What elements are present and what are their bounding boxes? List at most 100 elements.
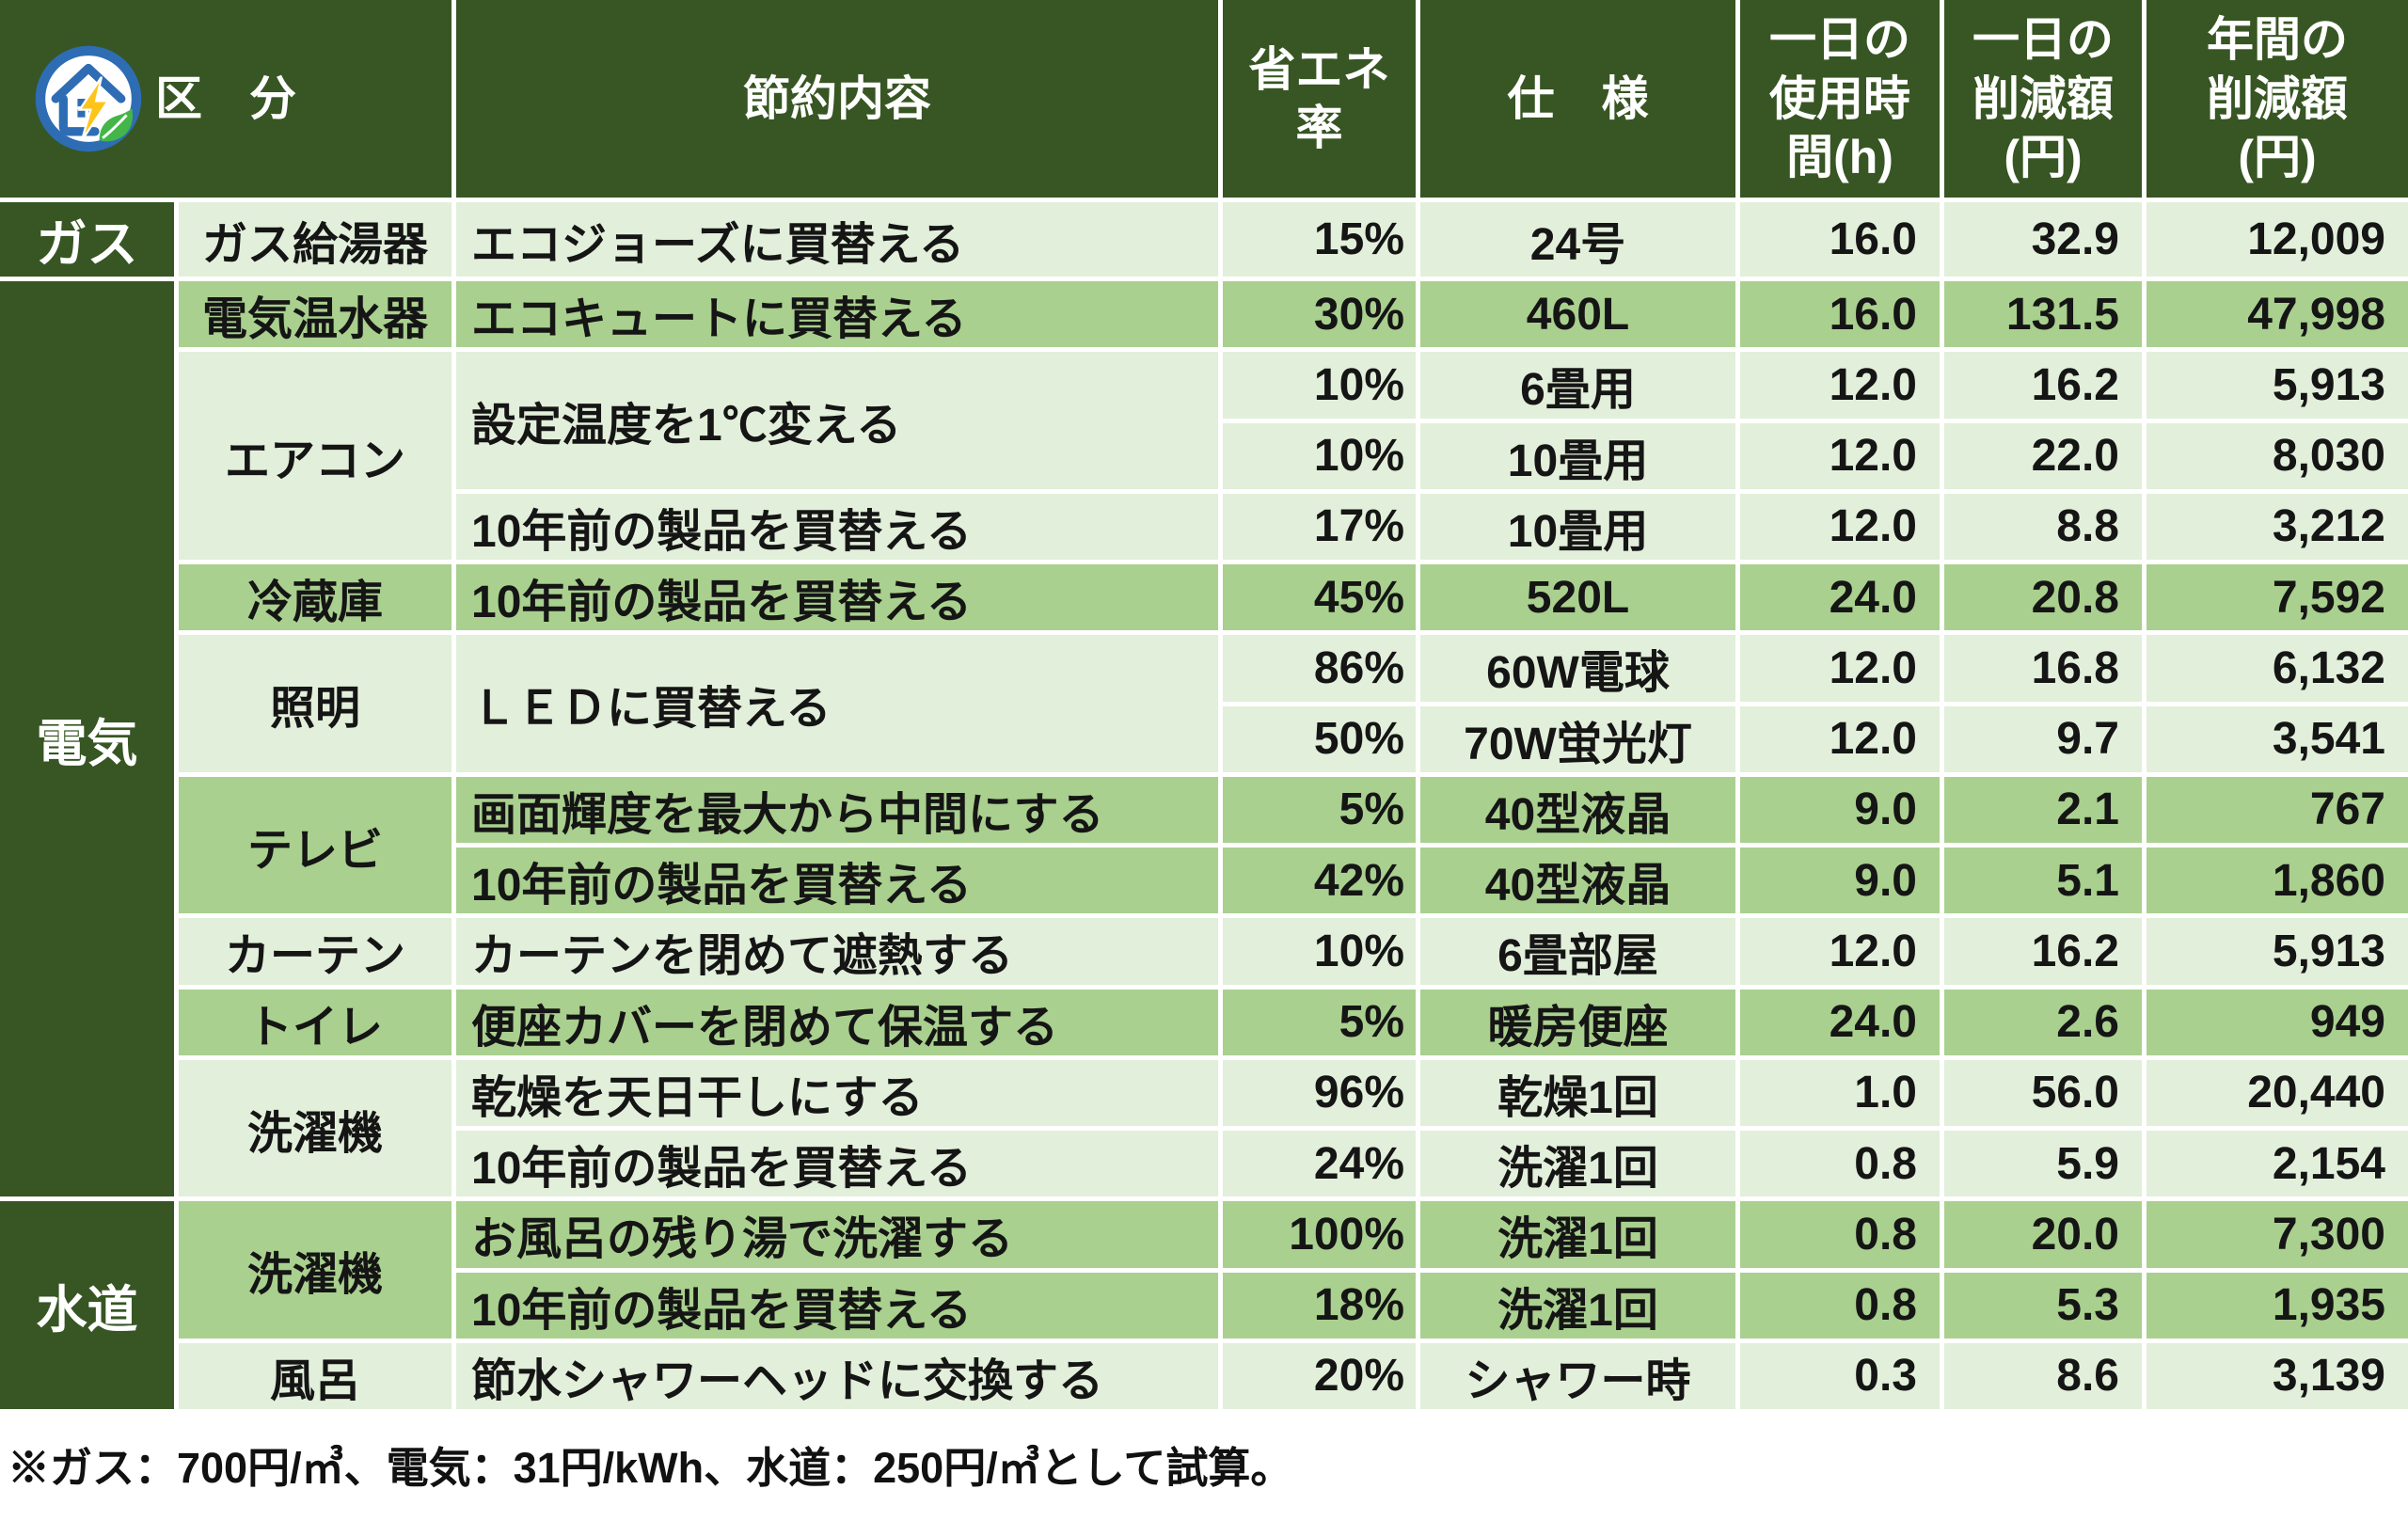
cell-daily: 16.2 xyxy=(1944,918,2142,985)
cell-rate: 15% xyxy=(1223,202,1416,277)
cell-daily: 5.1 xyxy=(1944,848,2142,914)
cell-annual: 5,913 xyxy=(2147,918,2408,985)
content-cell: エコキュートに買替える xyxy=(456,281,1218,348)
cell-daily: 131.5 xyxy=(1944,281,2142,348)
cell-spec: 洗濯1回 xyxy=(1420,1272,1735,1339)
category-gas: ガス xyxy=(0,202,174,277)
cell-hours: 12.0 xyxy=(1740,918,1940,985)
cell-hours: 0.8 xyxy=(1740,1272,1940,1339)
header-content: 節約内容 xyxy=(456,0,1218,198)
cell-annual: 7,592 xyxy=(2147,564,2408,631)
cell-annual: 3,212 xyxy=(2147,493,2408,560)
appliance-curtain: カーテン xyxy=(179,918,452,985)
appliance-electric-water-heater: 電気温水器 xyxy=(179,281,452,348)
cell-daily: 16.2 xyxy=(1944,352,2142,419)
pricing-footnote: ※ガス：700円/㎥、電気：31円/kWh、水道：250円/㎥として試算。 xyxy=(8,1444,1293,1492)
header-category-label: 区 分 xyxy=(155,71,296,125)
cell-spec: 40型液晶 xyxy=(1420,848,1735,914)
cell-hours: 24.0 xyxy=(1740,989,1940,1055)
content-cell: 10年前の製品を買替える xyxy=(456,493,1218,560)
content-cell: 節水シャワーヘッドに交換する xyxy=(456,1342,1218,1409)
header-annual: 年間の 削減額 (円) xyxy=(2147,0,2408,198)
cell-annual: 949 xyxy=(2147,989,2408,1055)
content-cell: 設定温度を1℃変える xyxy=(456,352,1218,489)
cell-daily: 8.8 xyxy=(1944,493,2142,560)
cell-rate: 100% xyxy=(1223,1201,1416,1268)
cell-daily: 8.6 xyxy=(1944,1342,2142,1409)
cell-daily: 20.0 xyxy=(1944,1201,2142,1268)
header-rate: 省エネ 率 xyxy=(1223,0,1416,198)
appliance-tv: テレビ xyxy=(179,776,452,914)
cell-spec: 460L xyxy=(1420,281,1735,348)
content-cell: 乾燥を天日干しにする xyxy=(456,1059,1218,1126)
cell-annual: 2,154 xyxy=(2147,1131,2408,1197)
cell-daily: 5.3 xyxy=(1944,1272,2142,1339)
content-cell: 画面輝度を最大から中間にする xyxy=(456,776,1218,843)
cell-annual: 3,139 xyxy=(2147,1342,2408,1409)
content-cell: 10年前の製品を買替える xyxy=(456,564,1218,631)
cell-rate: 10% xyxy=(1223,422,1416,489)
cell-rate: 96% xyxy=(1223,1059,1416,1126)
content-cell: ＬＥＤに買替える xyxy=(456,635,1218,772)
cell-annual: 12,009 xyxy=(2147,202,2408,277)
cell-annual: 1,860 xyxy=(2147,848,2408,914)
cell-hours: 12.0 xyxy=(1740,352,1940,419)
appliance-refrigerator: 冷蔵庫 xyxy=(179,564,452,631)
header-spec: 仕 様 xyxy=(1420,0,1735,198)
cell-annual: 7,300 xyxy=(2147,1201,2408,1268)
cell-daily: 5.9 xyxy=(1944,1131,2142,1197)
cell-hours: 12.0 xyxy=(1740,635,1940,702)
cell-spec: 10畳用 xyxy=(1420,493,1735,560)
header-hours: 一日の 使用時 間(h) xyxy=(1740,0,1940,198)
cell-annual: 3,541 xyxy=(2147,705,2408,772)
cell-spec: 乾燥1回 xyxy=(1420,1059,1735,1126)
cell-annual: 47,998 xyxy=(2147,281,2408,348)
category-electric: 電気 xyxy=(0,281,174,1197)
cell-hours: 1.0 xyxy=(1740,1059,1940,1126)
cell-spec: シャワー時 xyxy=(1420,1342,1735,1409)
content-cell: 10年前の製品を買替える xyxy=(456,1272,1218,1339)
appliance-air-conditioner: エアコン xyxy=(179,352,452,560)
cell-hours: 12.0 xyxy=(1740,493,1940,560)
cell-spec: 10畳用 xyxy=(1420,422,1735,489)
cell-rate: 10% xyxy=(1223,918,1416,985)
cell-rate: 42% xyxy=(1223,848,1416,914)
energy-saving-table: 区 分 節約内容 省エネ 率 仕 様 一日の 使用時 間(h) 一日の 削減額 … xyxy=(0,0,2408,1409)
cell-spec: 40型液晶 xyxy=(1420,776,1735,843)
header-daily: 一日の 削減額 (円) xyxy=(1944,0,2142,198)
cell-spec: 24号 xyxy=(1420,202,1735,277)
cell-hours: 0.8 xyxy=(1740,1131,1940,1197)
cell-annual: 1,935 xyxy=(2147,1272,2408,1339)
cell-rate: 20% xyxy=(1223,1342,1416,1409)
header-category: 区 分 xyxy=(0,0,452,198)
cell-daily: 32.9 xyxy=(1944,202,2142,277)
appliance-lighting: 照明 xyxy=(179,635,452,772)
cell-spec: 6畳部屋 xyxy=(1420,918,1735,985)
appliance-washing-machine: 洗濯機 xyxy=(179,1059,452,1197)
content-cell: 便座カバーを閉めて保温する xyxy=(456,989,1218,1055)
cell-rate: 45% xyxy=(1223,564,1416,631)
cell-rate: 24% xyxy=(1223,1131,1416,1197)
content-cell: お風呂の残り湯で洗濯する xyxy=(456,1201,1218,1268)
cell-hours: 12.0 xyxy=(1740,422,1940,489)
cell-annual: 20,440 xyxy=(2147,1059,2408,1126)
content-cell: 10年前の製品を買替える xyxy=(456,848,1218,914)
cell-daily: 20.8 xyxy=(1944,564,2142,631)
cell-rate: 30% xyxy=(1223,281,1416,348)
cell-rate: 17% xyxy=(1223,493,1416,560)
cell-daily: 2.1 xyxy=(1944,776,2142,843)
cell-rate: 18% xyxy=(1223,1272,1416,1339)
appliance-bath: 風呂 xyxy=(179,1342,452,1409)
category-water: 水道 xyxy=(0,1201,174,1409)
cell-spec: 70W蛍光灯 xyxy=(1420,705,1735,772)
cell-hours: 9.0 xyxy=(1740,776,1940,843)
cell-spec: 6畳用 xyxy=(1420,352,1735,419)
cell-spec: 洗濯1回 xyxy=(1420,1131,1735,1197)
cell-rate: 50% xyxy=(1223,705,1416,772)
cell-annual: 6,132 xyxy=(2147,635,2408,702)
content-cell: 10年前の製品を買替える xyxy=(456,1131,1218,1197)
cell-annual: 8,030 xyxy=(2147,422,2408,489)
appliance-toilet: トイレ xyxy=(179,989,452,1055)
appliance-gas-water-heater: ガス給湯器 xyxy=(179,202,452,277)
cell-annual: 5,913 xyxy=(2147,352,2408,419)
